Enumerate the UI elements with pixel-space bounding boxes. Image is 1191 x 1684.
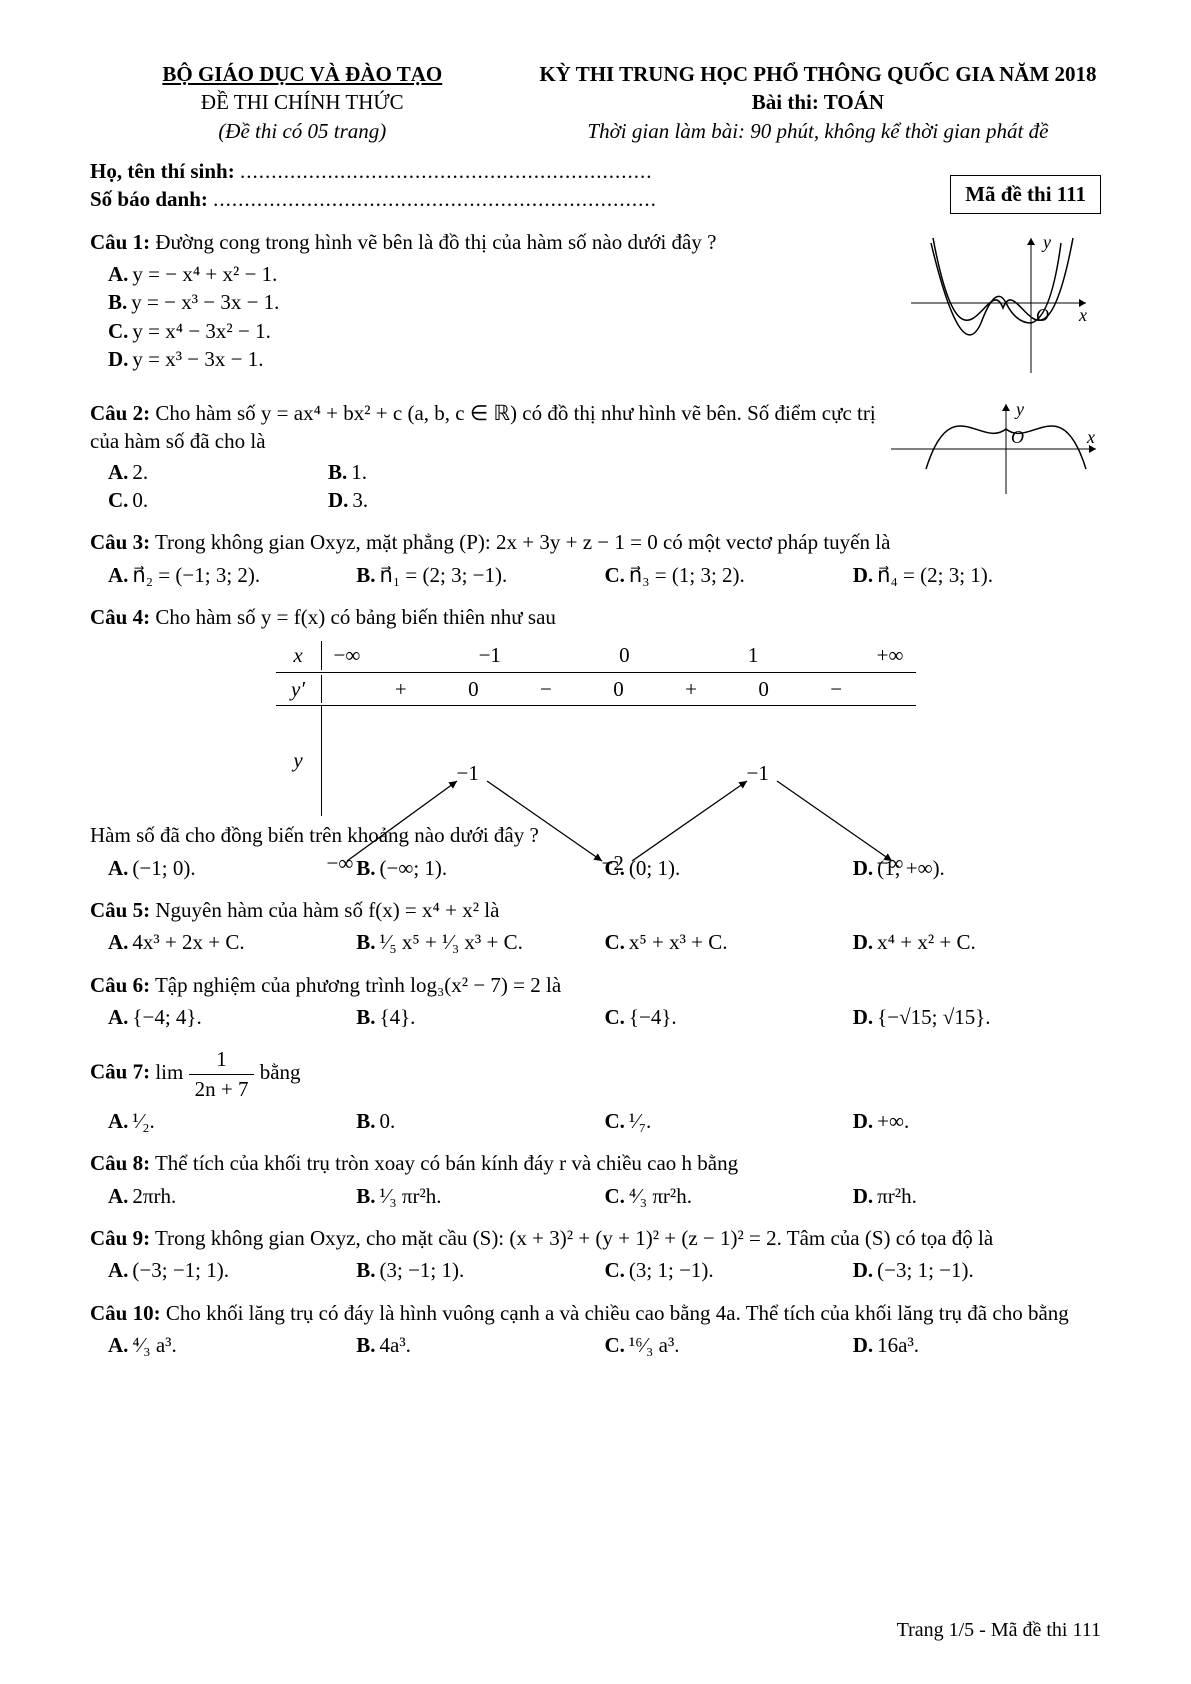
q7-text: lim 1 2n + 7 bằng: [155, 1060, 300, 1084]
page-footer: Trang 1/5 - Mã đề thi 111: [897, 1617, 1101, 1644]
header-left: BỘ GIÁO DỤC VÀ ĐÀO TẠO ĐỀ THI CHÍNH THỨC…: [90, 60, 515, 145]
question-2: Câu 2: Cho hàm số y = ax⁴ + bx² + c (a, …: [90, 399, 1101, 514]
time-note: Thời gian làm bài: 90 phút, không kể thờ…: [535, 117, 1101, 145]
official-line: ĐỀ THI CHÍNH THỨC: [90, 88, 515, 116]
svg-text:y: y: [1041, 232, 1051, 252]
question-8: Câu 8: Thể tích của khối trụ tròn xoay c…: [90, 1149, 1101, 1210]
q1-label: Câu 1:: [90, 230, 150, 254]
header-right: KỲ THI TRUNG HỌC PHỔ THÔNG QUỐC GIA NĂM …: [535, 60, 1101, 145]
student-name-dots: ........................................…: [240, 159, 653, 183]
student-id-dots: ........................................…: [213, 187, 657, 211]
question-7: Câu 7: lim 1 2n + 7 bằng A.¹⁄₂. B.0. C.¹…: [90, 1045, 1101, 1135]
student-block: Họ, tên thí sinh: ......................…: [90, 157, 1101, 214]
pages-note: (Đề thi có 05 trang): [90, 117, 515, 145]
question-9: Câu 9: Trong không gian Oxyz, cho mặt cầ…: [90, 1224, 1101, 1285]
q1-graph: y x O: [911, 228, 1101, 385]
curve-1: [933, 238, 1073, 320]
subject-line: Bài thi: TOÁN: [535, 88, 1101, 116]
question-6: Câu 6: Tập nghiệm của phương trình log₃(…: [90, 971, 1101, 1032]
page-header: BỘ GIÁO DỤC VÀ ĐÀO TẠO ĐỀ THI CHÍNH THỨC…: [90, 60, 1101, 145]
question-1: Câu 1: Đường cong trong hình vẽ bên là đ…: [90, 228, 1101, 385]
question-10: Câu 10: Cho khối lăng trụ có đáy là hình…: [90, 1299, 1101, 1360]
svg-text:y: y: [1014, 399, 1024, 419]
q2-graph: y x O: [891, 399, 1101, 514]
svg-text:x: x: [1086, 427, 1095, 447]
ministry-line: BỘ GIÁO DỤC VÀ ĐÀO TẠO: [90, 60, 515, 88]
graph-2-svg: y x O: [891, 399, 1101, 499]
exam-title: KỲ THI TRUNG HỌC PHỔ THÔNG QUỐC GIA NĂM …: [535, 60, 1101, 88]
q1-text: Đường cong trong hình vẽ bên là đồ thị c…: [155, 230, 716, 254]
question-4: Câu 4: Cho hàm số y = f(x) có bảng biến …: [90, 603, 1101, 882]
question-3: Câu 3: Trong không gian Oxyz, mặt phẳng …: [90, 528, 1101, 589]
student-name-label: Họ, tên thí sinh:: [90, 159, 235, 183]
q2-label: Câu 2:: [90, 401, 150, 425]
exam-code-box: Mã đề thi 111: [950, 175, 1101, 213]
student-id-label: Số báo danh:: [90, 187, 208, 211]
svg-text:O: O: [1011, 427, 1024, 447]
graph-1-svg: y x O: [911, 228, 1091, 378]
variation-table: x −∞ −1 0 1 +∞ y′ + 0 − 0 + 0 −: [276, 639, 916, 815]
question-5: Câu 5: Nguyên hàm của hàm số f(x) = x⁴ +…: [90, 896, 1101, 957]
q2-text: Cho hàm số y = ax⁴ + bx² + c (a, b, c ∈ …: [90, 401, 876, 453]
svg-text:x: x: [1078, 305, 1087, 325]
svg-text:O: O: [1036, 305, 1049, 325]
